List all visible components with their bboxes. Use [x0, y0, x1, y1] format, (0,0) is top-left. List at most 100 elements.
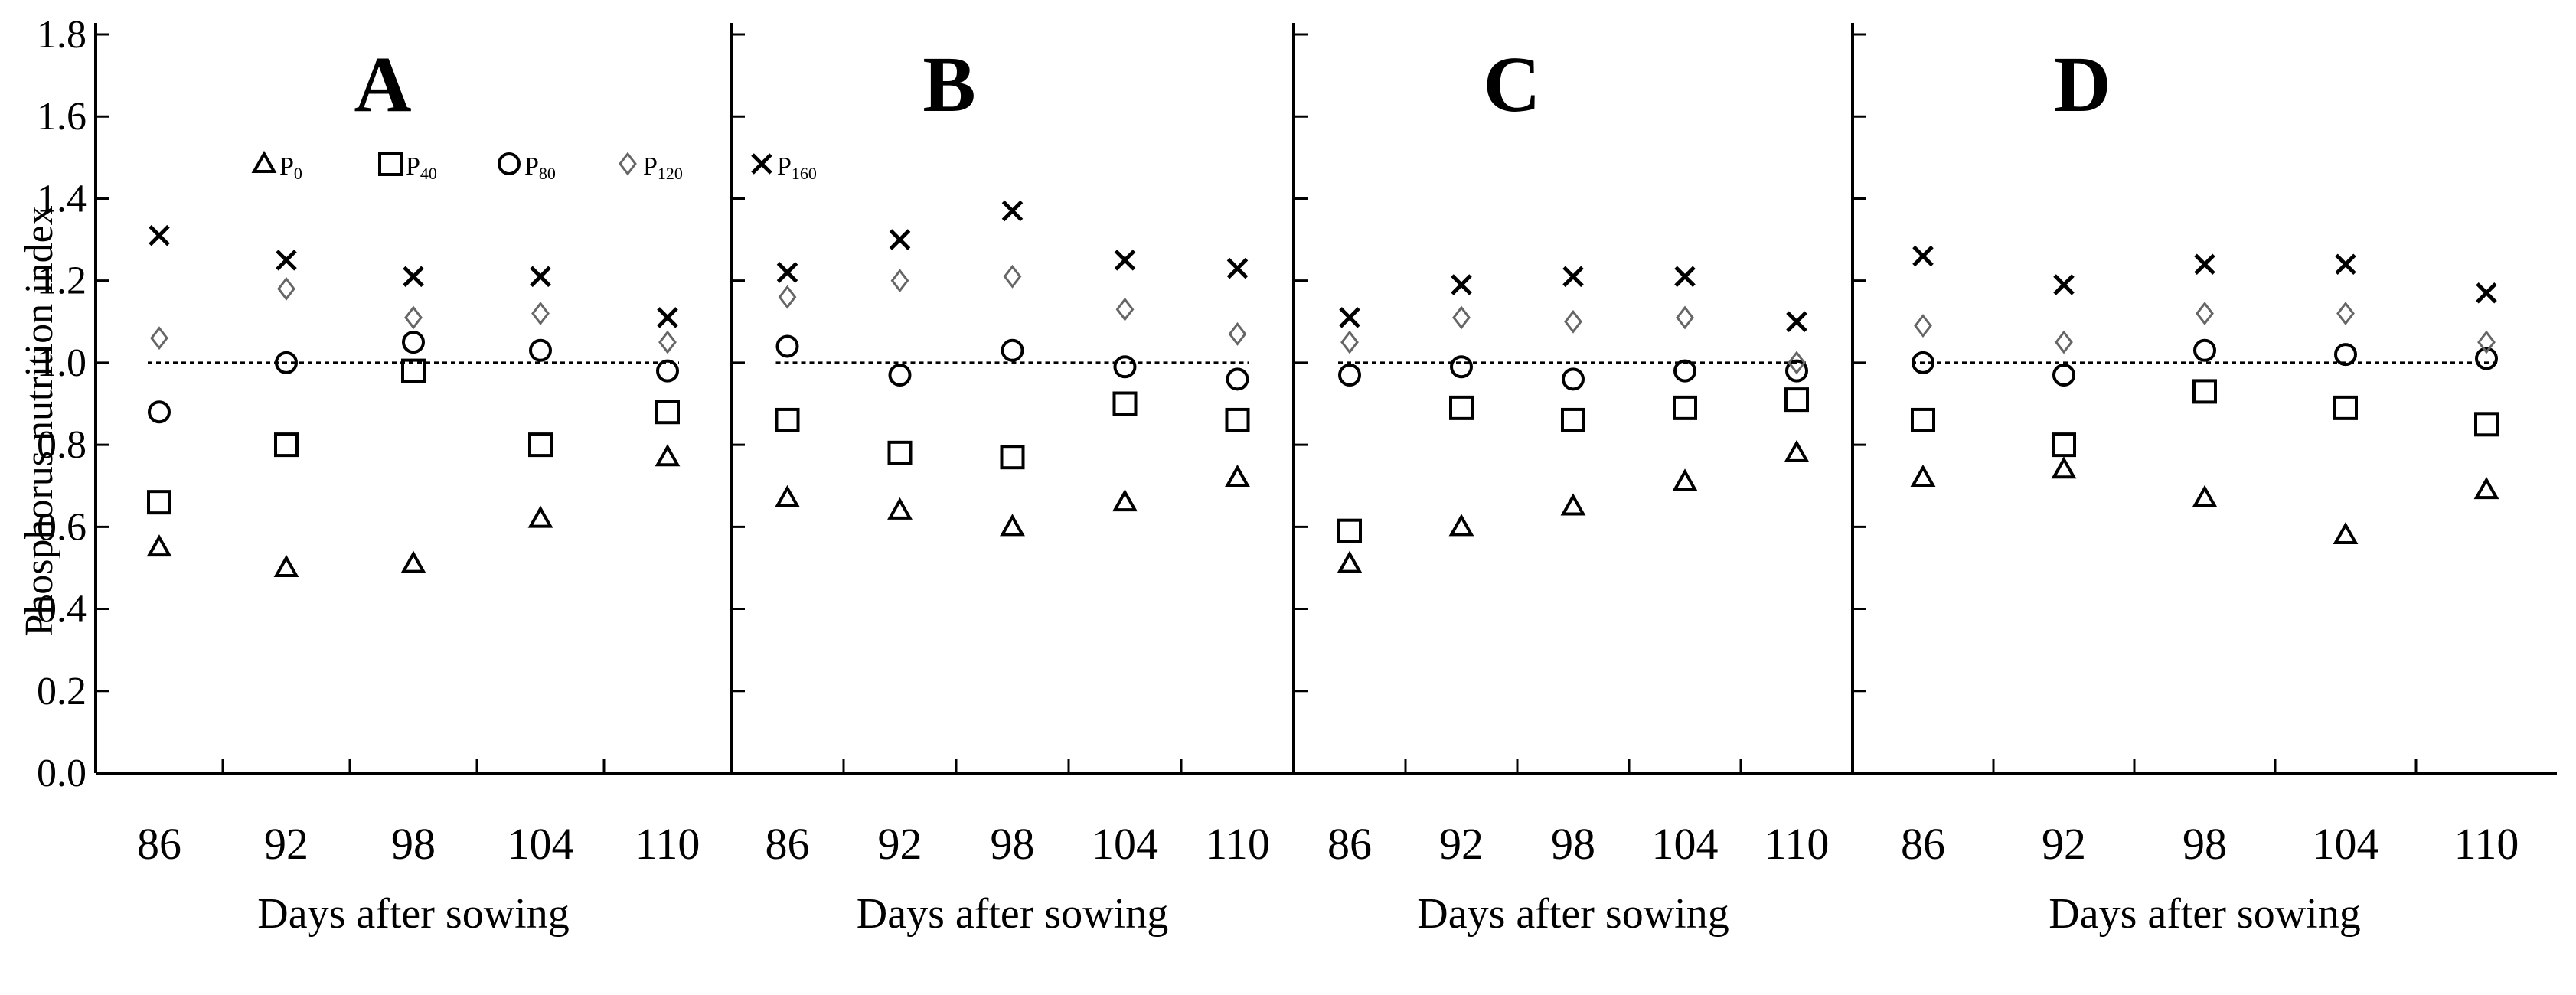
- data-point-circle: [2334, 343, 2357, 367]
- data-point-cross: [1451, 274, 1472, 295]
- y-tick-label: 0.2: [37, 670, 87, 713]
- data-point-triangle: [775, 484, 800, 507]
- legend-subscript: 0: [294, 164, 302, 183]
- data-point-circle: [1562, 367, 1585, 391]
- data-point-diamond: [2196, 302, 2214, 326]
- x-tick-label: 98: [391, 819, 436, 869]
- y-tick-label: 1.0: [37, 341, 87, 385]
- legend-marker-triangle: [251, 150, 277, 173]
- legend-label: P120: [643, 152, 683, 183]
- data-point-circle: [656, 359, 679, 383]
- data-point-triangle: [1225, 464, 1250, 487]
- data-point-square: [1911, 407, 1935, 432]
- legend-marker-square: [378, 152, 403, 176]
- data-point-circle: [148, 400, 171, 424]
- data-point-square: [1337, 518, 1362, 543]
- panel-label: C: [1483, 41, 1540, 129]
- data-point-cross: [2053, 274, 2075, 295]
- data-point-diamond: [1914, 314, 1932, 338]
- data-point-diamond: [2055, 330, 2073, 354]
- data-point-square: [887, 440, 913, 465]
- x-tick-label: 92: [2042, 819, 2086, 869]
- data-point-circle: [1113, 355, 1137, 379]
- data-point-triangle: [1784, 439, 1810, 462]
- x-tick-label: 86: [766, 819, 810, 869]
- data-point-circle: [402, 331, 425, 354]
- y-tick-label: 0.6: [37, 505, 87, 549]
- data-point-cross: [1562, 266, 1584, 288]
- data-point-cross: [1226, 257, 1249, 279]
- data-point-diamond: [1676, 305, 1694, 330]
- legend-subscript: 160: [792, 164, 817, 183]
- data-point-triangle: [1112, 489, 1138, 512]
- data-point-square: [2192, 379, 2217, 404]
- data-point-triangle: [2333, 521, 2359, 545]
- data-point-square: [2474, 412, 2499, 437]
- x-axis-label: Days after sowing: [2049, 890, 2360, 938]
- data-point-diamond: [778, 285, 797, 309]
- data-point-cross: [2194, 253, 2215, 275]
- data-point-square: [1784, 387, 1809, 413]
- legend-marker-diamond: [619, 152, 637, 176]
- x-tick-label: 98: [991, 819, 1035, 869]
- y-tick-label: 0.0: [37, 752, 87, 795]
- x-tick-label: 110: [2454, 819, 2519, 869]
- data-point-cross: [657, 307, 678, 328]
- y-tick-label: 0.8: [37, 423, 87, 467]
- data-point-cross: [776, 262, 798, 283]
- data-point-diamond: [890, 269, 909, 293]
- data-point-circle: [1338, 363, 1361, 387]
- data-point-circle: [1226, 367, 1249, 391]
- data-point-circle: [1450, 355, 1473, 379]
- data-point-diamond: [658, 330, 677, 354]
- panel-label: A: [354, 41, 411, 129]
- x-tick-label: 104: [508, 819, 574, 869]
- x-tick-label: 104: [1652, 819, 1719, 869]
- y-tick-label: 1.2: [37, 259, 87, 303]
- data-point-circle: [2193, 338, 2216, 362]
- data-point-square: [1112, 391, 1138, 416]
- data-point-square: [1449, 395, 1474, 420]
- data-point-triangle: [527, 505, 553, 528]
- panel-a: 0.0 0.2 0.4 0.6 0.8 1.0 1.2 1.4 1.6 1.8 86 92 98 104 1…: [37, 13, 817, 938]
- panel-label: B: [922, 41, 975, 129]
- legend-marker-cross: [751, 153, 772, 175]
- data-point-triangle: [1910, 464, 1936, 487]
- data-point-diamond: [1452, 305, 1471, 330]
- data-point-triangle: [1672, 468, 1698, 491]
- y-tick-label: 1.6: [37, 95, 87, 139]
- data-point-diamond: [1228, 321, 1247, 346]
- x-tick-label: 110: [1205, 819, 1270, 869]
- x-tick-label: 86: [1327, 819, 1372, 869]
- data-point-triangle: [1560, 493, 1586, 516]
- data-point-cross: [1912, 245, 1934, 267]
- x-tick-label: 92: [1439, 819, 1484, 869]
- data-point-circle: [775, 334, 799, 358]
- legend-label: P0: [279, 152, 302, 183]
- legend-marker-circle: [498, 152, 521, 175]
- data-point-circle: [2475, 347, 2498, 370]
- data-point-triangle: [655, 444, 681, 467]
- data-point-circle: [2052, 363, 2075, 387]
- data-point-diamond: [1115, 297, 1135, 321]
- data-point-triangle: [400, 550, 426, 573]
- data-point-triangle: [273, 554, 299, 577]
- data-point-cross: [149, 224, 170, 246]
- data-point-triangle: [2051, 456, 2077, 479]
- data-point-square: [1000, 445, 1025, 470]
- data-point-cross: [1339, 307, 1360, 328]
- data-point-square: [655, 400, 680, 425]
- panel-c: 86 92 98 104 110 Days after sowing C: [1292, 23, 1853, 938]
- data-point-cross: [276, 250, 297, 271]
- data-point-triangle: [887, 497, 913, 520]
- data-point-square: [528, 432, 553, 458]
- data-point-circle: [1673, 359, 1696, 383]
- data-point-triangle: [1000, 514, 1025, 537]
- legend-label: P80: [524, 152, 556, 183]
- data-point-diamond: [404, 305, 423, 330]
- x-axis-label: Days after sowing: [257, 890, 569, 938]
- panel-label: D: [2053, 41, 2111, 129]
- data-point-square: [1673, 395, 1697, 420]
- data-point-circle: [1001, 338, 1024, 362]
